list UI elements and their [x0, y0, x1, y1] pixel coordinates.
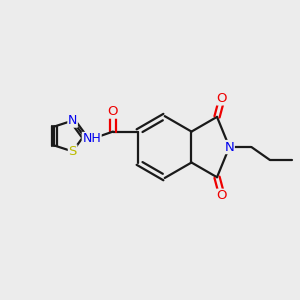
- Text: O: O: [217, 189, 227, 202]
- Text: O: O: [217, 92, 227, 105]
- Text: S: S: [68, 145, 77, 158]
- Text: N: N: [224, 141, 234, 154]
- Text: NH: NH: [82, 133, 101, 146]
- Text: N: N: [68, 114, 77, 127]
- Text: O: O: [108, 105, 118, 118]
